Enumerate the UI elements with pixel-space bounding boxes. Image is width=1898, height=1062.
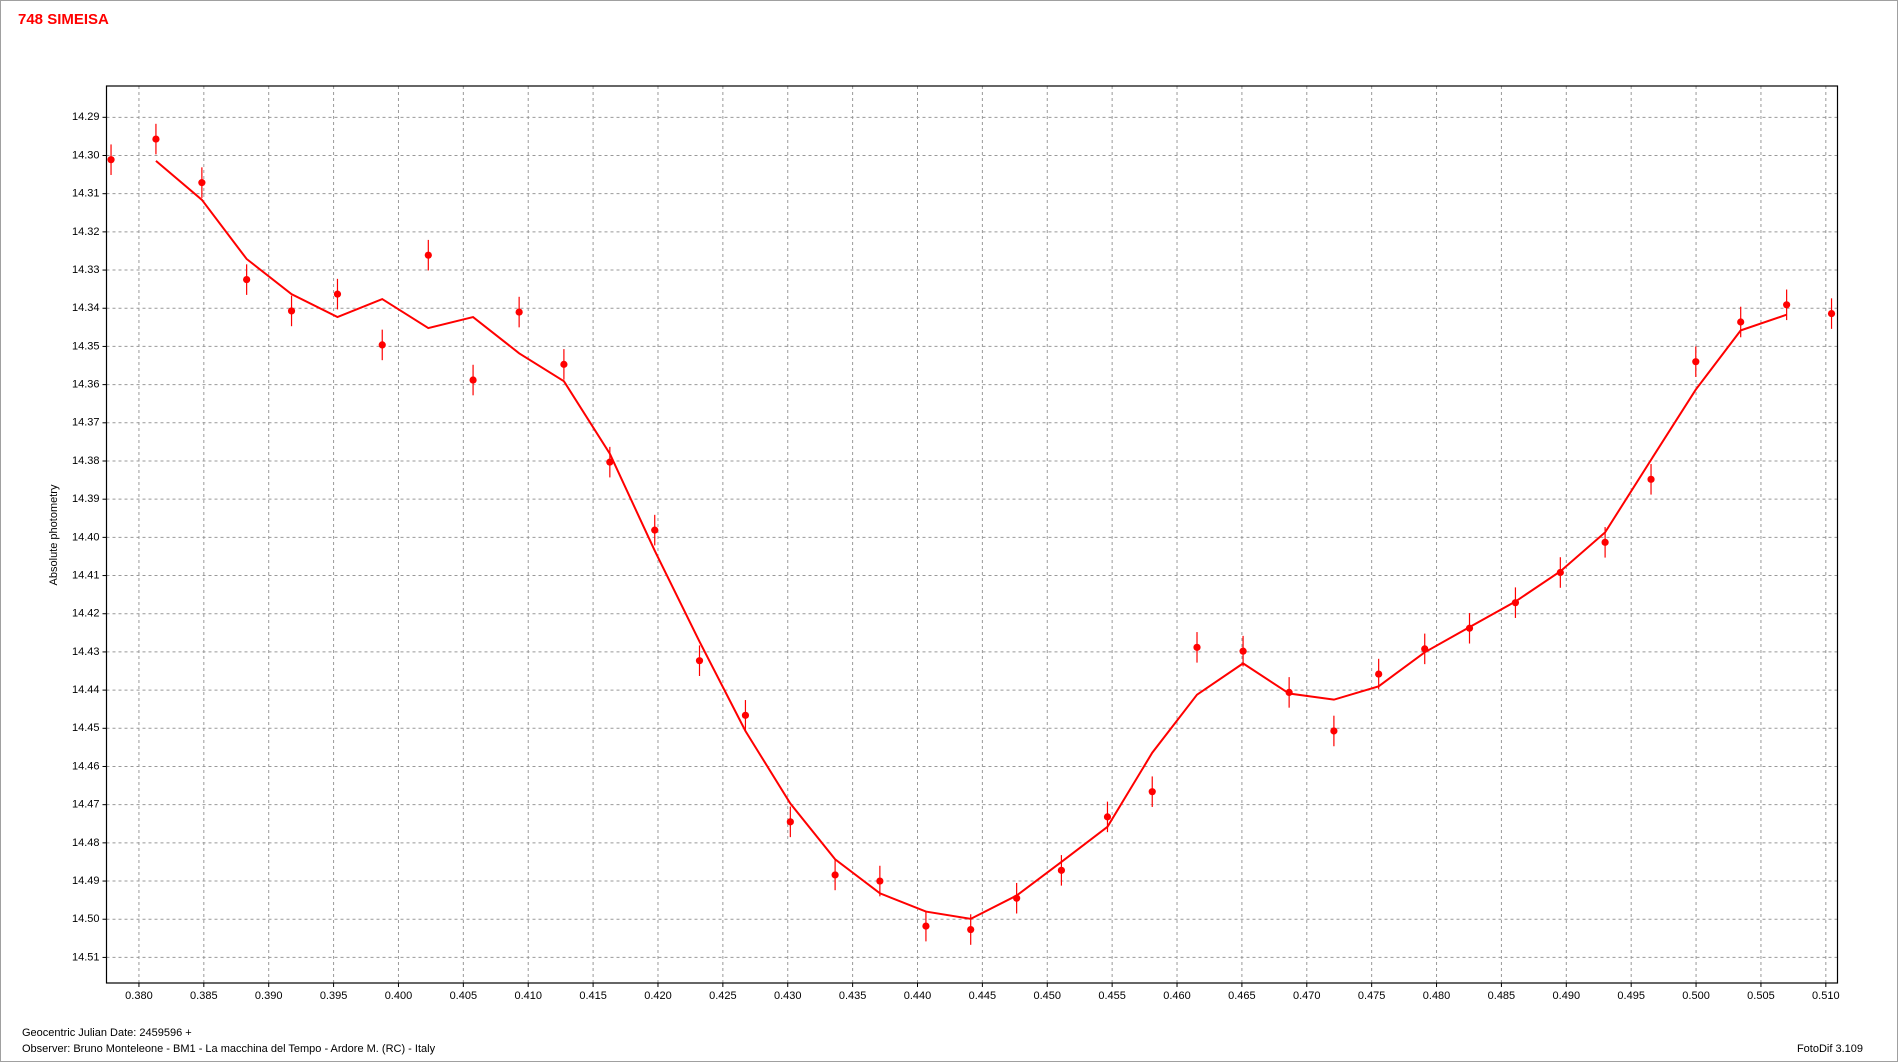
data-point <box>1827 309 1836 318</box>
data-point <box>1285 688 1293 697</box>
y-tick-label: 14.47 <box>72 799 100 811</box>
x-tick-label: 0.400 <box>385 990 413 1002</box>
data-point <box>1103 813 1112 821</box>
x-tick-label: 0.455 <box>1098 990 1126 1002</box>
y-axis-label: Absolute photometry <box>48 484 60 585</box>
x-tick-label: 0.390 <box>255 990 283 1002</box>
data-point <box>560 360 568 368</box>
y-tick-label: 14.42 <box>72 608 100 620</box>
data-point <box>515 308 523 316</box>
y-tick-label: 14.51 <box>72 951 100 963</box>
y-tick-label: 14.31 <box>72 188 100 200</box>
data-point <box>1013 894 1021 902</box>
y-tick-label: 14.39 <box>72 493 100 505</box>
x-tick-label: 0.440 <box>904 990 932 1002</box>
y-tick-label: 14.41 <box>72 569 100 581</box>
data-point <box>786 818 794 826</box>
y-tick-label: 14.46 <box>72 760 100 772</box>
y-tick-label: 14.33 <box>72 264 100 276</box>
y-tick-label: 14.43 <box>72 646 100 658</box>
data-point <box>1647 475 1655 483</box>
x-tick-label: 0.500 <box>1682 990 1710 1002</box>
y-tick-label: 14.49 <box>72 875 100 887</box>
data-point <box>152 135 160 143</box>
plot-area <box>106 86 1838 983</box>
data-point <box>1239 647 1247 655</box>
data-point <box>1057 866 1066 874</box>
x-tick-label: 0.430 <box>774 990 802 1002</box>
y-tick-label: 14.50 <box>72 913 100 925</box>
x-tick-label: 0.460 <box>1163 990 1191 1002</box>
data-point <box>1601 538 1609 546</box>
x-tick-label: 0.485 <box>1488 990 1516 1002</box>
y-tick-label: 14.40 <box>72 531 100 543</box>
chart-title: 748 SIMEISA <box>18 11 109 28</box>
data-point <box>1193 643 1201 651</box>
data-point <box>243 276 251 284</box>
y-tick-label: 14.32 <box>72 226 100 238</box>
plot-frame <box>105 85 1839 984</box>
x-tick-label: 0.385 <box>190 990 218 1002</box>
data-point <box>1556 568 1564 577</box>
data-point <box>1421 645 1429 653</box>
footer-software: FotoDif 3.109 <box>1797 1043 1863 1055</box>
data-point <box>1375 670 1383 678</box>
x-tick-label: 0.465 <box>1228 990 1256 1002</box>
y-tick-label: 14.36 <box>72 379 100 391</box>
x-tick-label: 0.420 <box>644 990 672 1002</box>
x-tick-label: 0.405 <box>450 990 478 1002</box>
x-tick-label: 0.495 <box>1617 990 1645 1002</box>
data-point <box>378 341 386 349</box>
data-point <box>606 458 614 466</box>
data-point <box>287 307 296 315</box>
y-tick-label: 14.34 <box>72 302 100 314</box>
data-point <box>876 877 884 885</box>
data-point <box>1692 358 1700 366</box>
x-tick-label: 0.450 <box>1033 990 1061 1002</box>
data-point <box>1783 301 1791 309</box>
data-point <box>1330 727 1338 735</box>
data-point <box>198 179 206 187</box>
y-tick-label: 14.37 <box>72 417 100 429</box>
y-tick-label: 14.44 <box>72 684 100 696</box>
y-tick-label: 14.29 <box>72 111 100 123</box>
x-tick-label: 0.490 <box>1553 990 1581 1002</box>
x-tick-label: 0.410 <box>514 990 542 1002</box>
data-point <box>333 290 342 298</box>
footer-date: Geocentric Julian Date: 2459596 + <box>22 1027 192 1039</box>
footer-observer: Observer: Bruno Monteleone - BM1 - La ma… <box>22 1043 436 1055</box>
x-tick-label: 0.380 <box>125 990 153 1002</box>
data-point <box>1511 599 1520 607</box>
data-point <box>469 376 477 384</box>
data-point <box>922 922 930 930</box>
data-point <box>831 871 839 879</box>
x-tick-label: 0.435 <box>839 990 867 1002</box>
y-tick-label: 14.35 <box>72 340 100 352</box>
x-tick-label: 0.510 <box>1812 990 1840 1002</box>
x-tick-label: 0.415 <box>579 990 607 1002</box>
data-point <box>1148 788 1156 796</box>
y-tick-label: 14.48 <box>72 837 100 849</box>
x-tick-label: 0.425 <box>709 990 737 1002</box>
data-point <box>741 711 750 719</box>
y-tick-label: 14.38 <box>72 455 100 467</box>
data-point <box>967 925 975 934</box>
y-tick-label: 14.45 <box>72 722 100 734</box>
x-tick-label: 0.470 <box>1293 990 1321 1002</box>
data-point <box>107 156 115 164</box>
data-point <box>651 526 659 534</box>
data-point <box>424 251 432 259</box>
x-tick-label: 0.395 <box>320 990 348 1002</box>
data-point <box>1465 624 1474 632</box>
x-tick-label: 0.445 <box>969 990 997 1002</box>
x-tick-label: 0.505 <box>1747 990 1775 1002</box>
y-tick-label: 14.30 <box>72 149 100 161</box>
data-point <box>695 657 704 665</box>
data-point <box>1737 318 1745 326</box>
x-tick-label: 0.480 <box>1423 990 1451 1002</box>
x-tick-label: 0.475 <box>1358 990 1386 1002</box>
